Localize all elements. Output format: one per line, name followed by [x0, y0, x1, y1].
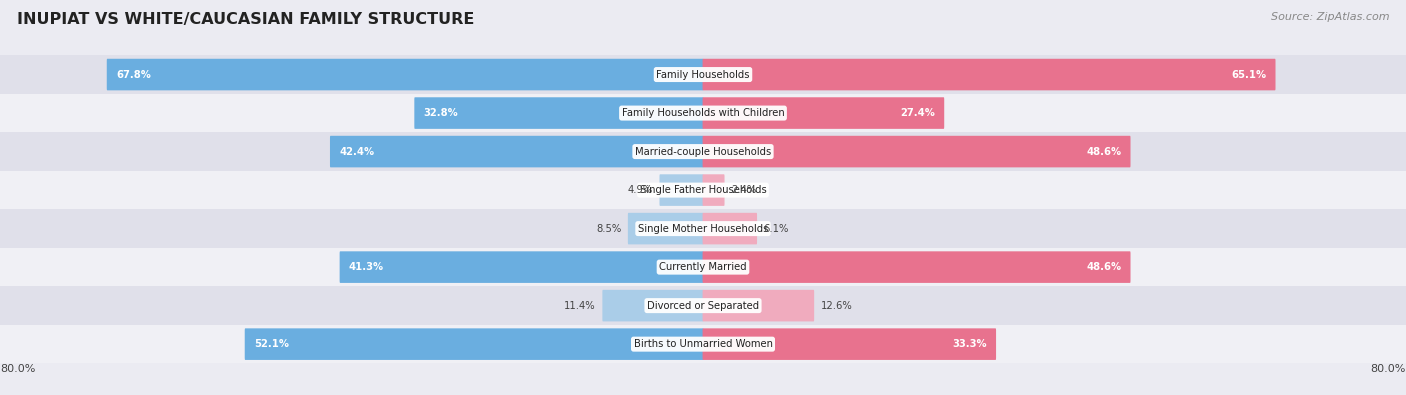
Text: Source: ZipAtlas.com: Source: ZipAtlas.com: [1271, 12, 1389, 22]
FancyBboxPatch shape: [703, 328, 995, 360]
Text: 52.1%: 52.1%: [254, 339, 290, 349]
Text: Family Households: Family Households: [657, 70, 749, 79]
Text: 11.4%: 11.4%: [564, 301, 596, 310]
Text: 6.1%: 6.1%: [763, 224, 789, 233]
FancyBboxPatch shape: [0, 209, 1406, 248]
FancyBboxPatch shape: [703, 251, 1130, 283]
FancyBboxPatch shape: [0, 171, 1406, 209]
Text: 41.3%: 41.3%: [349, 262, 384, 272]
Text: 65.1%: 65.1%: [1232, 70, 1267, 79]
Text: 67.8%: 67.8%: [115, 70, 150, 79]
FancyBboxPatch shape: [703, 174, 724, 206]
FancyBboxPatch shape: [703, 97, 945, 129]
FancyBboxPatch shape: [245, 328, 703, 360]
FancyBboxPatch shape: [703, 59, 1275, 90]
FancyBboxPatch shape: [703, 136, 1130, 167]
FancyBboxPatch shape: [0, 325, 1406, 363]
Text: Single Father Households: Single Father Households: [640, 185, 766, 195]
Text: 8.5%: 8.5%: [596, 224, 621, 233]
FancyBboxPatch shape: [330, 136, 703, 167]
FancyBboxPatch shape: [703, 213, 756, 245]
Text: 42.4%: 42.4%: [339, 147, 374, 156]
FancyBboxPatch shape: [340, 251, 703, 283]
Text: Currently Married: Currently Married: [659, 262, 747, 272]
FancyBboxPatch shape: [0, 94, 1406, 132]
FancyBboxPatch shape: [602, 290, 703, 322]
Text: 80.0%: 80.0%: [0, 364, 35, 374]
Text: Single Mother Households: Single Mother Households: [638, 224, 768, 233]
Text: Divorced or Separated: Divorced or Separated: [647, 301, 759, 310]
FancyBboxPatch shape: [415, 97, 703, 129]
Text: 80.0%: 80.0%: [1371, 364, 1406, 374]
Text: 2.4%: 2.4%: [731, 185, 756, 195]
Text: 4.9%: 4.9%: [627, 185, 652, 195]
Text: Married-couple Households: Married-couple Households: [636, 147, 770, 156]
FancyBboxPatch shape: [659, 174, 703, 206]
FancyBboxPatch shape: [107, 59, 703, 90]
FancyBboxPatch shape: [0, 248, 1406, 286]
Text: 32.8%: 32.8%: [423, 108, 458, 118]
Text: 48.6%: 48.6%: [1087, 147, 1122, 156]
FancyBboxPatch shape: [0, 286, 1406, 325]
Text: 33.3%: 33.3%: [952, 339, 987, 349]
Text: 27.4%: 27.4%: [900, 108, 935, 118]
FancyBboxPatch shape: [0, 55, 1406, 94]
Text: 12.6%: 12.6%: [821, 301, 852, 310]
Text: Births to Unmarried Women: Births to Unmarried Women: [634, 339, 772, 349]
FancyBboxPatch shape: [703, 290, 814, 322]
Text: Family Households with Children: Family Households with Children: [621, 108, 785, 118]
FancyBboxPatch shape: [0, 132, 1406, 171]
Text: 48.6%: 48.6%: [1087, 262, 1122, 272]
FancyBboxPatch shape: [628, 213, 703, 245]
Text: INUPIAT VS WHITE/CAUCASIAN FAMILY STRUCTURE: INUPIAT VS WHITE/CAUCASIAN FAMILY STRUCT…: [17, 12, 474, 27]
